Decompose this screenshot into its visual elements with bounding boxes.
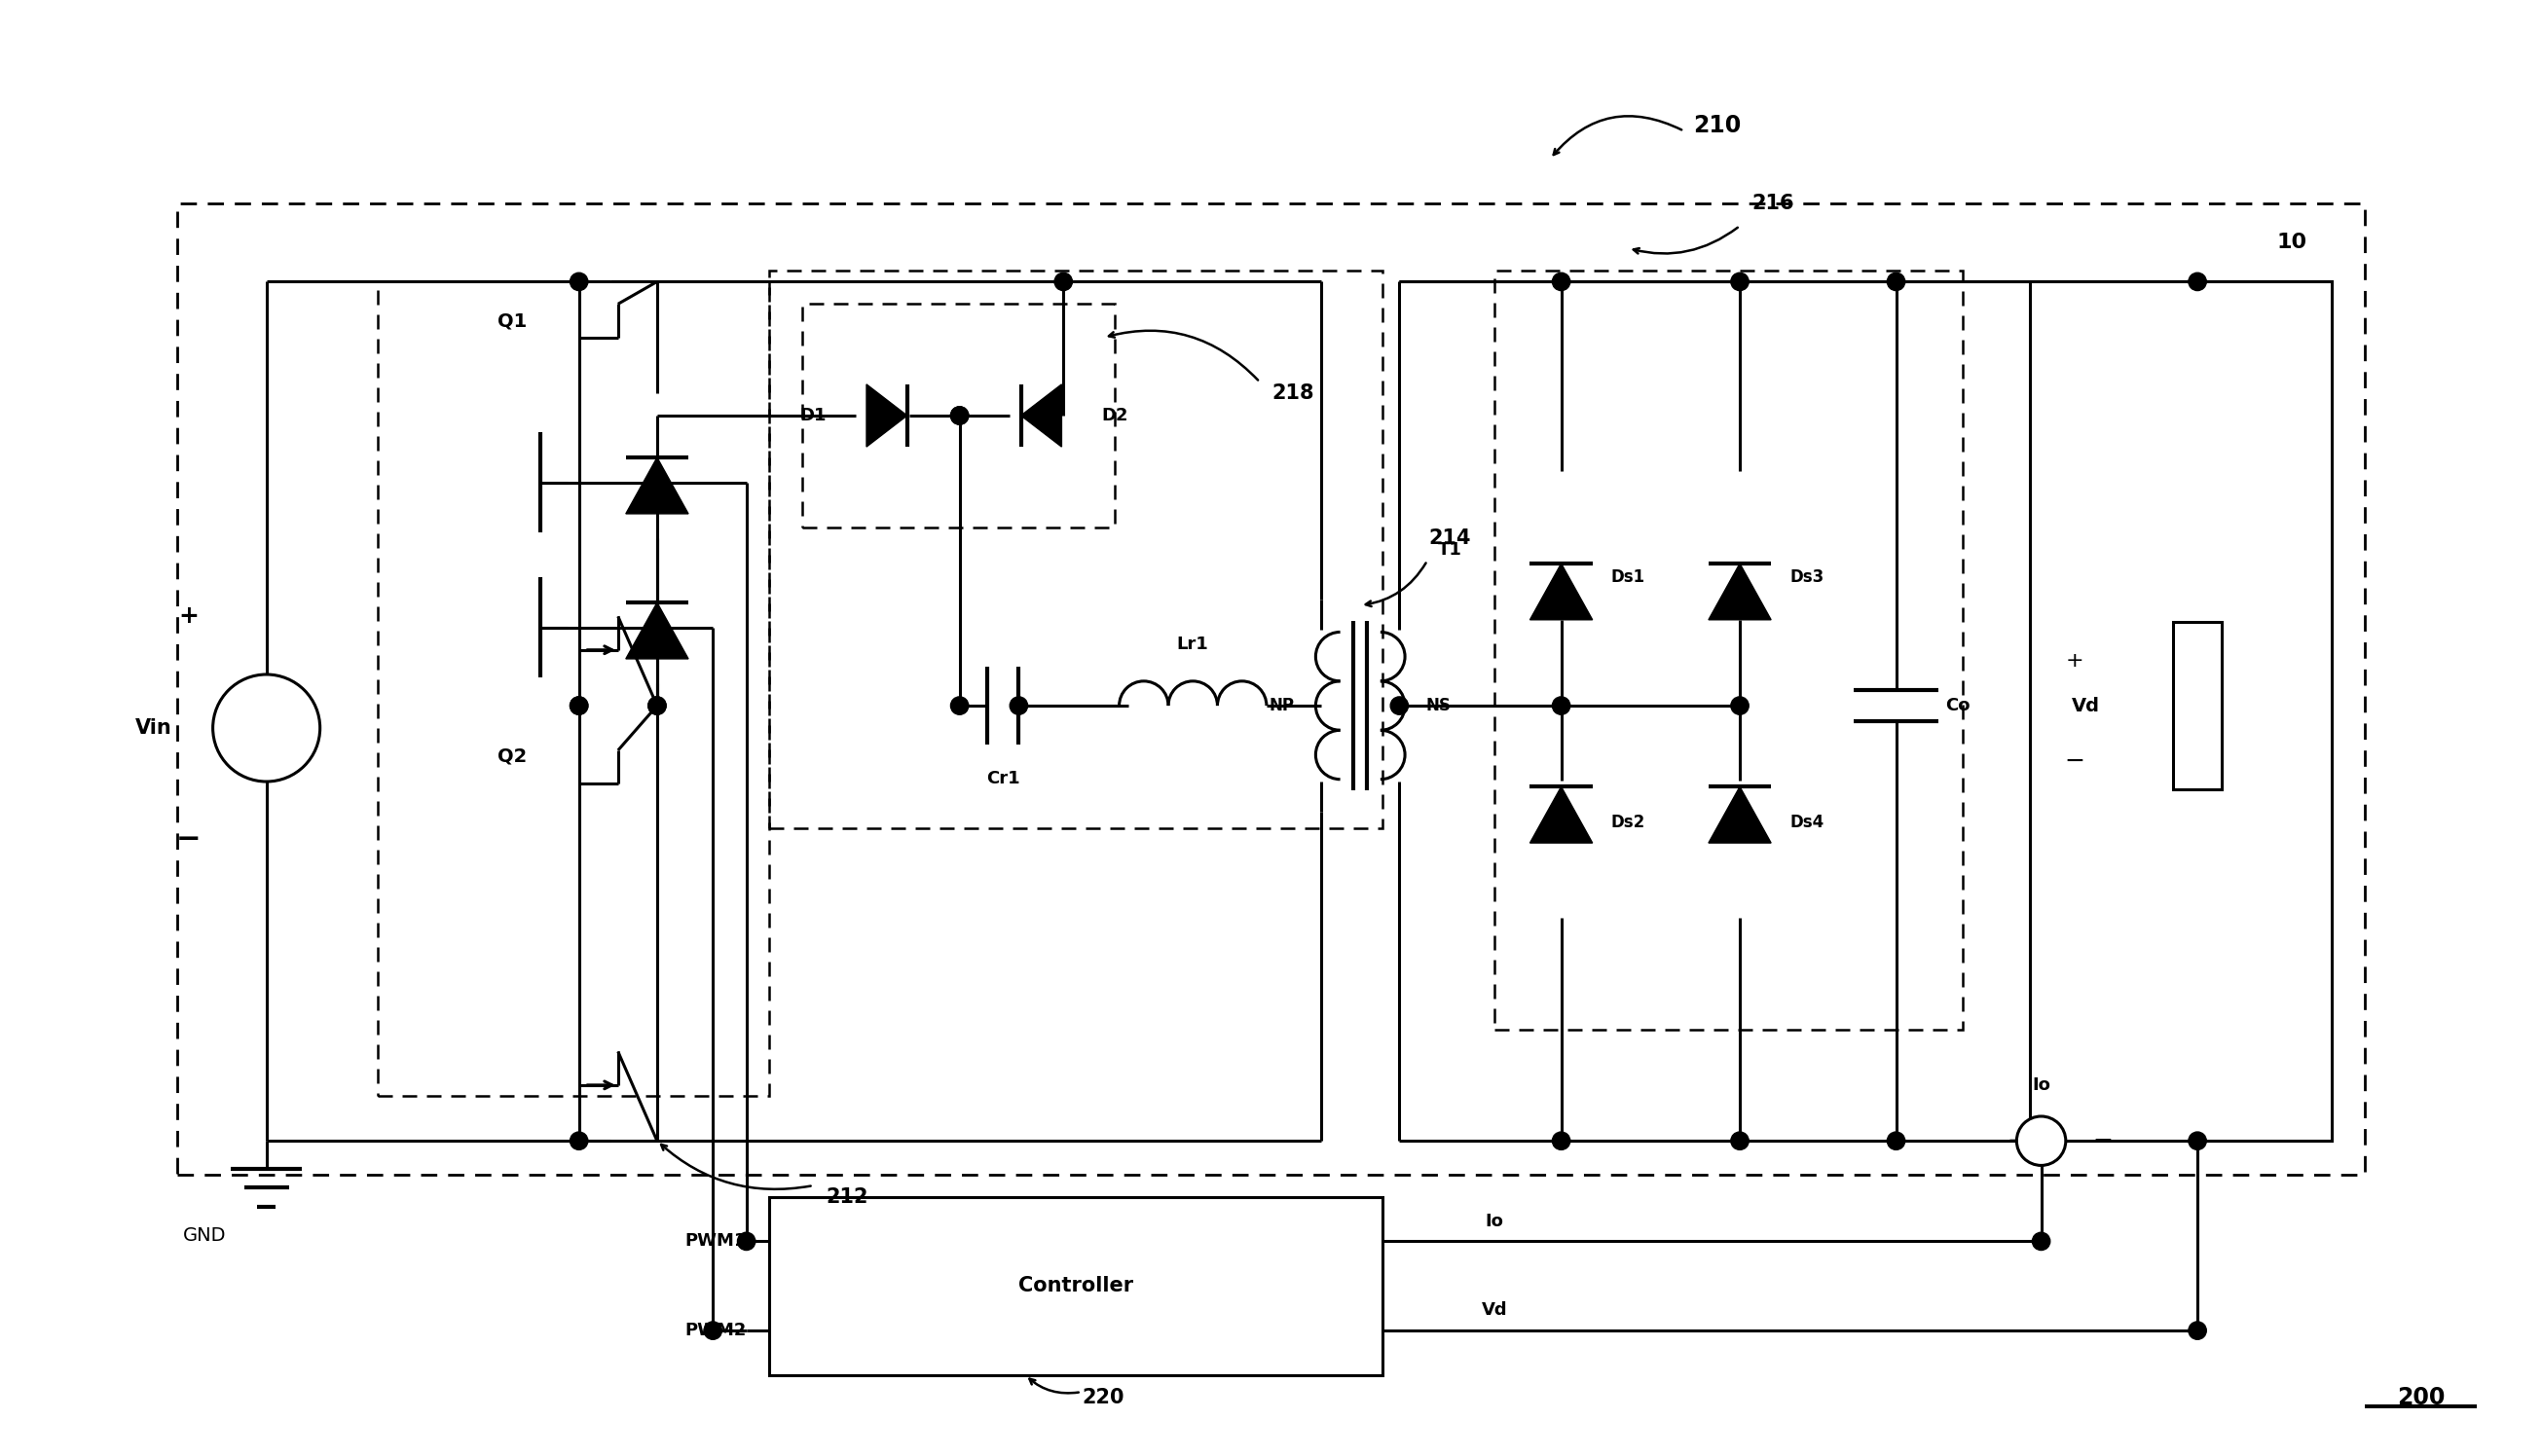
Polygon shape — [625, 603, 689, 658]
Circle shape — [1390, 697, 1408, 715]
Bar — [178, 204, 2364, 1175]
Text: Vin: Vin — [135, 718, 170, 738]
Circle shape — [1055, 272, 1073, 291]
Text: D1: D1 — [801, 406, 826, 424]
Circle shape — [951, 406, 969, 425]
Text: 210: 210 — [1693, 114, 1741, 137]
Text: 10: 10 — [2278, 233, 2308, 252]
Circle shape — [951, 406, 969, 425]
Bar — [768, 1197, 1383, 1374]
Polygon shape — [625, 457, 689, 514]
Text: PWM2: PWM2 — [684, 1322, 747, 1340]
Text: Controller: Controller — [1019, 1277, 1134, 1296]
Text: 216: 216 — [1751, 194, 1795, 213]
Text: Lr1: Lr1 — [1177, 636, 1210, 654]
Circle shape — [648, 697, 666, 715]
Text: Vd: Vd — [2072, 696, 2100, 715]
Text: 218: 218 — [1271, 383, 1314, 403]
Circle shape — [569, 1131, 587, 1150]
Text: Ds1: Ds1 — [1612, 569, 1645, 587]
Circle shape — [569, 697, 587, 715]
Circle shape — [569, 697, 587, 715]
Bar — [2173, 622, 2222, 789]
Bar — [379, 281, 768, 1096]
Text: 200: 200 — [2397, 1386, 2445, 1409]
Bar — [2031, 281, 2331, 1142]
Text: NS: NS — [1426, 697, 1451, 715]
Text: −: − — [175, 826, 201, 853]
Circle shape — [2031, 1232, 2049, 1251]
Text: +: + — [2067, 651, 2084, 671]
Text: PWM1: PWM1 — [684, 1233, 747, 1251]
Circle shape — [1731, 272, 1749, 291]
Polygon shape — [1530, 563, 1591, 620]
Bar — [803, 304, 1116, 527]
Text: 212: 212 — [826, 1187, 867, 1207]
Text: Vd: Vd — [1482, 1302, 1507, 1319]
Circle shape — [1731, 1131, 1749, 1150]
Circle shape — [1553, 697, 1571, 715]
Bar — [1495, 271, 1962, 1029]
Polygon shape — [1530, 786, 1591, 843]
Circle shape — [704, 1322, 722, 1340]
Circle shape — [1553, 1131, 1571, 1150]
Text: Cr1: Cr1 — [986, 769, 1019, 788]
Text: Ds4: Ds4 — [1790, 814, 1825, 831]
Text: GND: GND — [183, 1226, 226, 1245]
Bar — [768, 271, 1383, 828]
Circle shape — [569, 272, 587, 291]
Text: Q1: Q1 — [498, 312, 526, 331]
Circle shape — [1731, 697, 1749, 715]
Text: Io: Io — [2031, 1076, 2051, 1093]
Circle shape — [1009, 697, 1027, 715]
Text: Q2: Q2 — [498, 747, 526, 766]
Circle shape — [2016, 1117, 2067, 1165]
Polygon shape — [1708, 786, 1772, 843]
Text: −: − — [2092, 1130, 2112, 1153]
Text: 214: 214 — [1429, 529, 1472, 547]
Text: Ds3: Ds3 — [1790, 569, 1825, 587]
Circle shape — [1886, 1131, 1904, 1150]
Polygon shape — [1022, 384, 1063, 447]
Text: −: − — [2064, 750, 2084, 773]
Polygon shape — [1708, 563, 1772, 620]
Circle shape — [2189, 1322, 2206, 1340]
Circle shape — [2189, 272, 2206, 291]
Text: Ds2: Ds2 — [1612, 814, 1645, 831]
Text: Io: Io — [1485, 1213, 1502, 1230]
Text: Co: Co — [1945, 697, 1970, 715]
Circle shape — [214, 674, 320, 782]
Circle shape — [951, 697, 969, 715]
Text: +: + — [178, 604, 198, 628]
Text: T1: T1 — [1436, 540, 1462, 558]
Circle shape — [648, 697, 666, 715]
Polygon shape — [867, 384, 907, 447]
Text: D2: D2 — [1101, 406, 1129, 424]
Text: NP: NP — [1268, 697, 1294, 715]
Circle shape — [2189, 1131, 2206, 1150]
Circle shape — [1886, 272, 1904, 291]
Circle shape — [737, 1232, 755, 1251]
Circle shape — [1553, 272, 1571, 291]
Text: 220: 220 — [1083, 1388, 1124, 1408]
